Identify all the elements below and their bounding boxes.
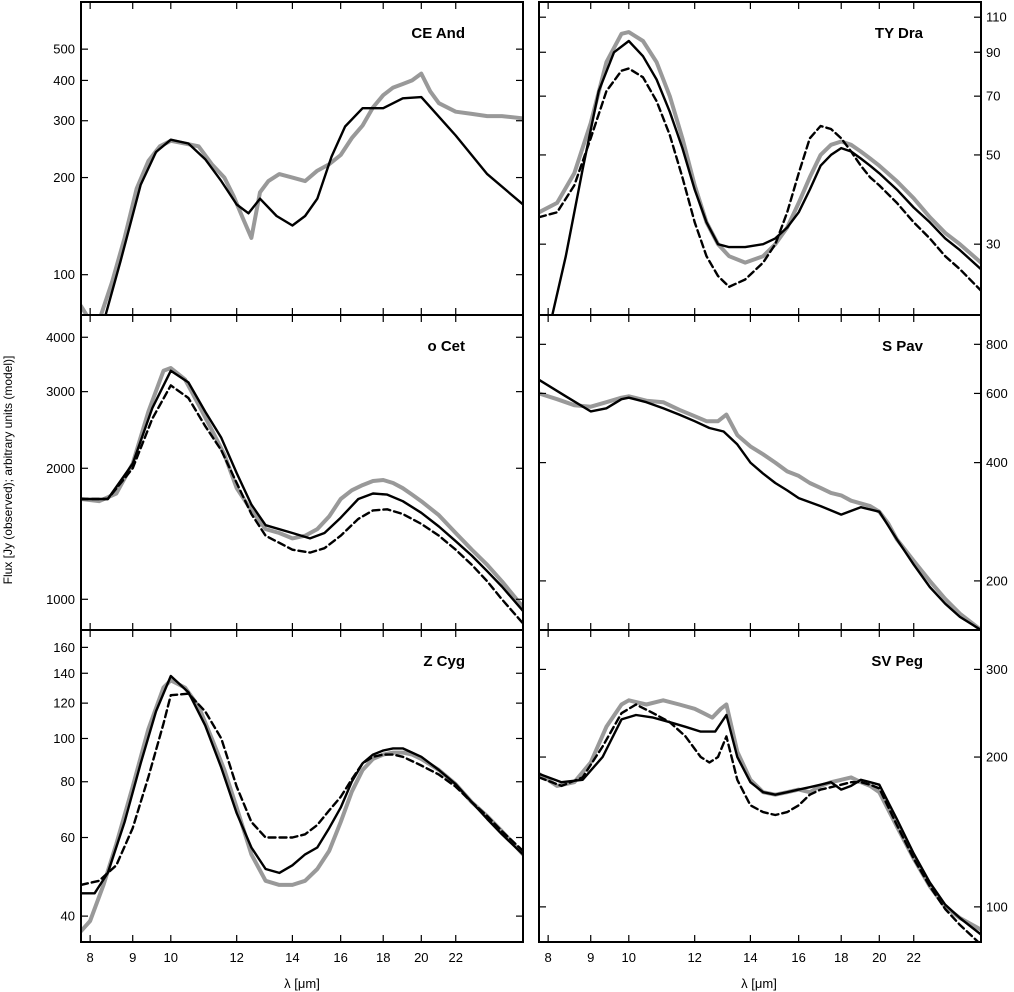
xtick-label: 18 bbox=[376, 950, 390, 965]
xtick-label: 10 bbox=[164, 950, 178, 965]
xtick-label: 18 bbox=[834, 950, 848, 965]
series-model-2-ty-dra bbox=[539, 67, 981, 292]
ytick-label-sv-peg: 300 bbox=[986, 662, 1008, 677]
ytick-label-s-pav: 400 bbox=[986, 455, 1008, 470]
frame-o-cet bbox=[80, 314, 524, 631]
ytick-label-z-cyg: 80 bbox=[61, 774, 75, 789]
series-model-1-o-cet bbox=[81, 369, 523, 613]
panel-ce-and: 100 200 300 400 500 CE And bbox=[53, 1, 524, 316]
xtick-label: 9 bbox=[587, 950, 594, 965]
panels: 100 200 300 400 500 CE And 30 50 70 90 110 TY Dra 10… bbox=[46, 1, 1008, 965]
xtick-label: 8 bbox=[87, 950, 94, 965]
series-model-2-z-cyg bbox=[81, 692, 523, 887]
y-axis-label: Flux [Jy (observed); arbitrary units (mo… bbox=[1, 356, 15, 585]
series-model-1-ty-dra bbox=[551, 39, 981, 315]
ytick-label-s-pav: 200 bbox=[986, 573, 1008, 588]
xtick-label: 16 bbox=[333, 950, 347, 965]
series-model-2-o-cet bbox=[81, 384, 523, 625]
frame-ce-and bbox=[80, 1, 524, 316]
ytick-label-ty-dra: 110 bbox=[986, 10, 1007, 25]
ytick-label-ty-dra: 30 bbox=[986, 237, 1000, 252]
panel-title-sv-peg: SV Peg bbox=[871, 653, 923, 670]
ytick-label-sv-peg: 200 bbox=[986, 750, 1008, 765]
xtick-label: 14 bbox=[285, 950, 299, 965]
ytick-label-z-cyg: 120 bbox=[53, 696, 75, 711]
panel-z-cyg: 40 60 80 100 120 140 160 8 9 10 12 14 16 18 20 22 Z Cyg bbox=[53, 629, 524, 965]
ytick-label-sv-peg: 100 bbox=[986, 899, 1008, 914]
series-observed-z-cyg bbox=[81, 678, 523, 934]
series-observed-ty-dra bbox=[539, 30, 981, 265]
ytick-label-z-cyg: 140 bbox=[53, 666, 75, 681]
xtick-label: 22 bbox=[907, 950, 921, 965]
ytick-label-o-cet: 3000 bbox=[46, 384, 75, 399]
frame-sv-peg bbox=[538, 629, 982, 943]
series-model-1-sv-peg bbox=[539, 713, 981, 936]
series-model-1-z-cyg bbox=[81, 674, 523, 895]
xtick-label: 20 bbox=[872, 950, 886, 965]
ytick-label-o-cet: 1000 bbox=[46, 592, 75, 607]
series-model-1-ce-and bbox=[104, 95, 523, 315]
ytick-label-o-cet: 4000 bbox=[46, 330, 75, 345]
ytick-label-ty-dra: 90 bbox=[986, 45, 1000, 60]
xtick-label: 16 bbox=[791, 950, 805, 965]
xtick-label: 8 bbox=[545, 950, 552, 965]
panel-s-pav: 200 400 600 800 S Pav bbox=[538, 314, 1008, 631]
ytick-label-ce-and: 100 bbox=[53, 267, 75, 282]
panel-title-z-cyg: Z Cyg bbox=[423, 653, 465, 670]
panel-sv-peg: 100 200 300 8 9 10 12 14 16 18 20 22 SV Peg bbox=[538, 629, 1008, 965]
ytick-label-ce-and: 200 bbox=[53, 170, 75, 185]
panel-title-ce-and: CE And bbox=[411, 25, 465, 42]
ytick-label-s-pav: 800 bbox=[986, 337, 1008, 352]
ytick-label-o-cet: 2000 bbox=[46, 461, 75, 476]
series-model-2-sv-peg bbox=[539, 703, 980, 942]
ytick-label-ce-and: 400 bbox=[53, 73, 75, 88]
frame-ty-dra bbox=[538, 1, 982, 316]
ytick-label-z-cyg: 100 bbox=[53, 731, 75, 746]
ytick-label-z-cyg: 160 bbox=[53, 640, 75, 655]
panel-title-ty-dra: TY Dra bbox=[875, 25, 924, 42]
series-observed-s-pav bbox=[539, 391, 981, 630]
xtick-label: 22 bbox=[449, 950, 463, 965]
panel-title-o-cet: o Cet bbox=[428, 338, 466, 355]
xtick-label: 12 bbox=[687, 950, 701, 965]
panel-title-s-pav: S Pav bbox=[882, 338, 924, 355]
series-observed-o-cet bbox=[81, 366, 523, 609]
ytick-label-s-pav: 600 bbox=[986, 386, 1008, 401]
xtick-label: 14 bbox=[743, 950, 757, 965]
xtick-label: 9 bbox=[129, 950, 136, 965]
ytick-label-ty-dra: 70 bbox=[986, 89, 1000, 104]
panel-ty-dra: 30 50 70 90 110 TY Dra bbox=[538, 1, 1007, 316]
xtick-label: 20 bbox=[414, 950, 428, 965]
ytick-label-ce-and: 300 bbox=[53, 113, 75, 128]
x-axis-label-left: λ [μm] bbox=[284, 976, 320, 991]
series-observed-ce-and bbox=[81, 71, 523, 315]
xtick-label: 12 bbox=[229, 950, 243, 965]
panel-o-cet: 1000 2000 3000 4000 o Cet bbox=[46, 314, 524, 631]
series-observed-sv-peg bbox=[539, 698, 981, 932]
ytick-label-ty-dra: 50 bbox=[986, 147, 1000, 162]
ytick-label-ce-and: 500 bbox=[53, 42, 75, 57]
frame-z-cyg bbox=[80, 629, 524, 943]
x-axis-label-right: λ [μm] bbox=[741, 976, 777, 991]
series-model-1-s-pav bbox=[539, 378, 981, 630]
ytick-label-z-cyg: 60 bbox=[61, 830, 75, 845]
xtick-label: 10 bbox=[622, 950, 636, 965]
ytick-label-z-cyg: 40 bbox=[61, 909, 75, 924]
